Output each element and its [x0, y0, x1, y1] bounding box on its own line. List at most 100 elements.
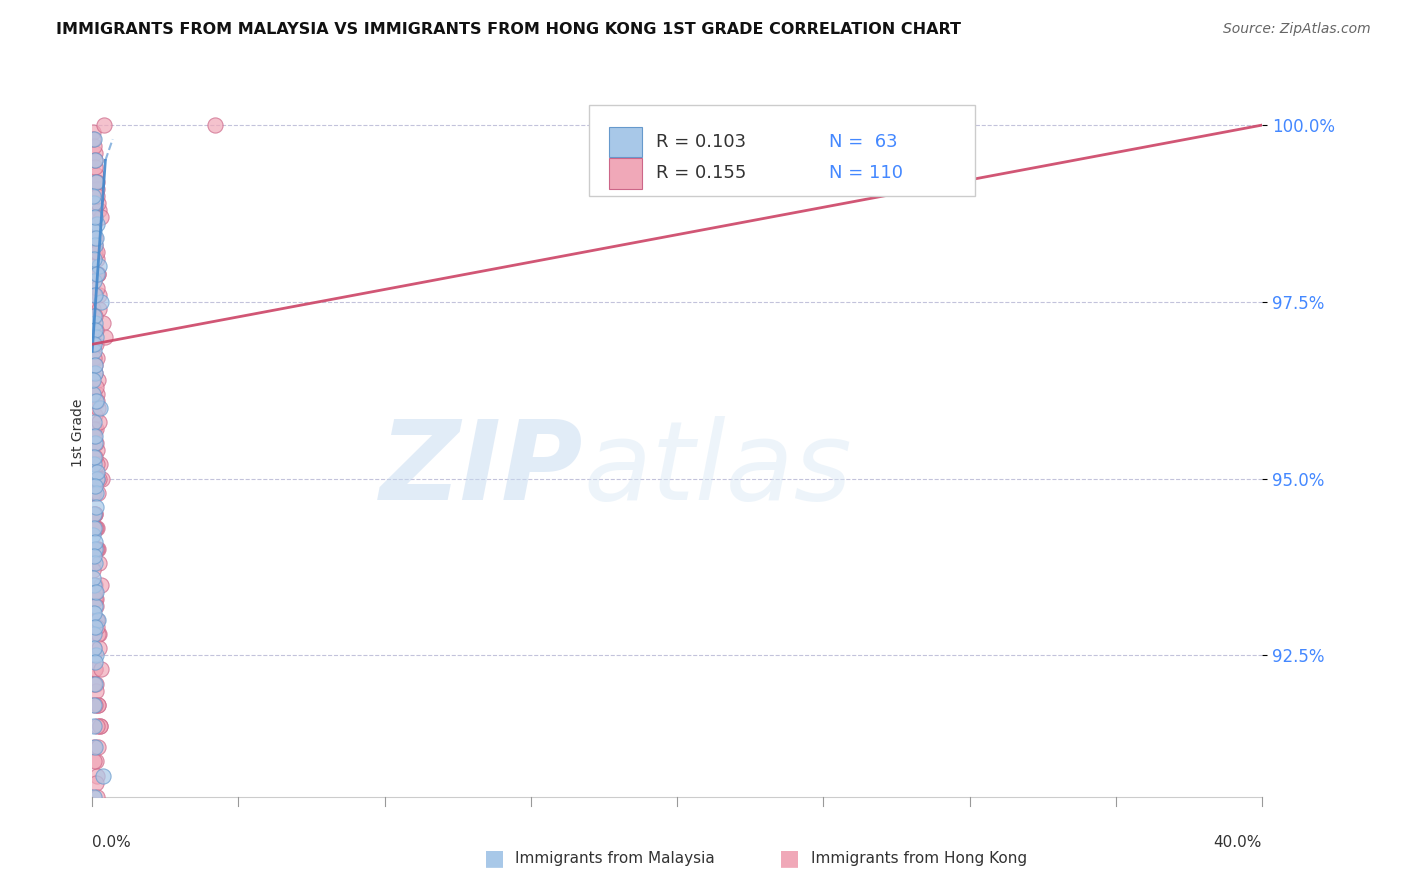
Point: [86, 521, 108, 535]
Point: [84, 330, 107, 344]
Text: 40.0%: 40.0%: [1213, 836, 1263, 850]
Point: [89, 458, 111, 472]
Point: [84, 683, 107, 698]
Point: [84, 591, 107, 606]
Point: [83, 436, 105, 450]
Point: [84, 238, 107, 252]
Point: [84, 175, 107, 189]
Point: [83, 663, 105, 677]
Point: [84, 656, 107, 670]
Text: atlas: atlas: [583, 416, 852, 523]
Point: [83, 620, 105, 634]
Point: [86, 443, 108, 458]
Point: [86, 472, 108, 486]
Point: [89, 719, 111, 733]
Point: [83, 153, 105, 168]
Point: [83, 217, 105, 231]
Point: [87, 698, 110, 712]
Point: [83, 606, 105, 620]
Point: [83, 789, 105, 804]
Point: [82, 132, 104, 146]
Point: [83, 521, 105, 535]
Text: R = 0.155: R = 0.155: [657, 164, 747, 182]
Point: [87, 267, 110, 281]
Point: [84, 393, 107, 408]
Text: ZIP: ZIP: [380, 416, 583, 523]
Point: [83, 422, 105, 436]
Point: [82, 373, 104, 387]
Point: [83, 698, 105, 712]
Point: [83, 245, 105, 260]
Point: [94, 330, 117, 344]
Point: [87, 627, 110, 641]
Point: [82, 528, 104, 542]
Point: [83, 359, 105, 373]
Point: [83, 146, 105, 161]
Point: [82, 337, 104, 351]
Point: [86, 465, 108, 479]
Point: [83, 195, 105, 210]
Point: [86, 188, 108, 202]
Point: [86, 245, 108, 260]
Point: [86, 281, 108, 295]
Point: [91, 316, 114, 330]
Point: [83, 507, 105, 521]
Point: [84, 379, 107, 393]
Point: [84, 316, 107, 330]
Point: [84, 591, 107, 606]
Point: [83, 584, 105, 599]
Point: [83, 521, 105, 535]
Point: [84, 238, 107, 252]
Point: [84, 323, 107, 337]
Point: [83, 663, 105, 677]
Point: [82, 557, 104, 571]
Point: [86, 719, 108, 733]
Point: [84, 584, 107, 599]
Point: [89, 301, 111, 316]
Point: [82, 301, 104, 316]
Point: [84, 775, 107, 789]
Point: [84, 599, 107, 613]
Point: [87, 627, 110, 641]
Text: 0.0%: 0.0%: [93, 836, 131, 850]
Point: [83, 557, 105, 571]
Point: [90, 210, 112, 224]
Point: [83, 274, 105, 288]
Point: [83, 755, 105, 769]
Point: [89, 557, 111, 571]
Point: [87, 373, 110, 387]
Point: [83, 429, 105, 443]
Point: [84, 507, 107, 521]
Point: [83, 287, 105, 301]
Point: [82, 125, 104, 139]
Point: [204, 118, 226, 132]
Point: [83, 599, 105, 613]
Point: [83, 408, 105, 422]
Point: [83, 719, 105, 733]
Point: [82, 386, 104, 401]
Point: [84, 500, 107, 514]
Point: [86, 252, 108, 267]
Point: [86, 789, 108, 804]
Point: [83, 458, 105, 472]
Point: [83, 450, 105, 465]
Point: [86, 542, 108, 557]
Point: [83, 337, 105, 351]
Point: [87, 698, 110, 712]
Point: [87, 613, 110, 627]
Point: [87, 415, 110, 429]
Point: [83, 577, 105, 591]
Point: [83, 359, 105, 373]
Point: [86, 175, 108, 189]
Point: [84, 337, 107, 351]
Point: [84, 267, 107, 281]
Point: [83, 740, 105, 755]
Point: [83, 429, 105, 443]
Point: [83, 478, 105, 492]
FancyBboxPatch shape: [609, 158, 643, 189]
Point: [83, 224, 105, 238]
Point: [89, 641, 111, 656]
Text: R = 0.103: R = 0.103: [657, 133, 747, 151]
Point: [89, 287, 111, 301]
Point: [83, 627, 105, 641]
